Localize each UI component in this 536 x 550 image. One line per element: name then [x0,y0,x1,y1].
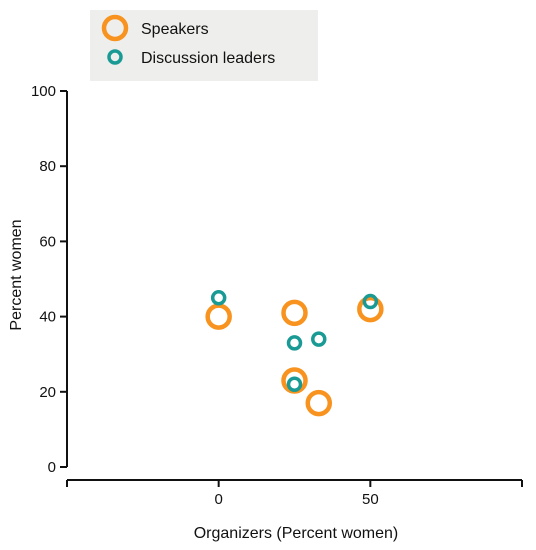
x-tick-label: 0 [214,491,222,508]
data-point [311,331,327,347]
series-discussion-leaders [210,290,379,393]
data-point [362,293,379,310]
legend-marker [101,14,129,42]
y-tick-label: 80 [39,158,56,175]
legend-background [90,10,318,81]
legend-label: Speakers [141,21,209,38]
y-axis-title: Percent women [8,219,25,330]
axes: 0 20 40 60 80 100 0 50 [31,83,523,508]
data-points [205,290,384,417]
data-point [286,335,303,351]
y-tick-label: 60 [39,233,56,250]
data-point [205,303,232,330]
data-point [357,295,384,323]
y-tick-label: 40 [39,309,56,326]
y-tick-label: 0 [48,459,56,476]
data-point [305,389,333,417]
y-tick-label: 20 [39,384,56,401]
x-tick-label: 50 [362,491,379,508]
data-point [281,299,308,327]
legend-label: Discussion leaders [141,50,275,67]
series-speakers [205,295,384,417]
y-tick-label: 100 [31,83,56,100]
data-point [281,367,308,394]
legend: Speakers Discussion leaders [90,10,318,81]
x-axis-title: Organizers (Percent women) [194,525,399,542]
data-point [286,376,303,393]
data-point [210,290,227,306]
legend-marker [107,49,123,65]
